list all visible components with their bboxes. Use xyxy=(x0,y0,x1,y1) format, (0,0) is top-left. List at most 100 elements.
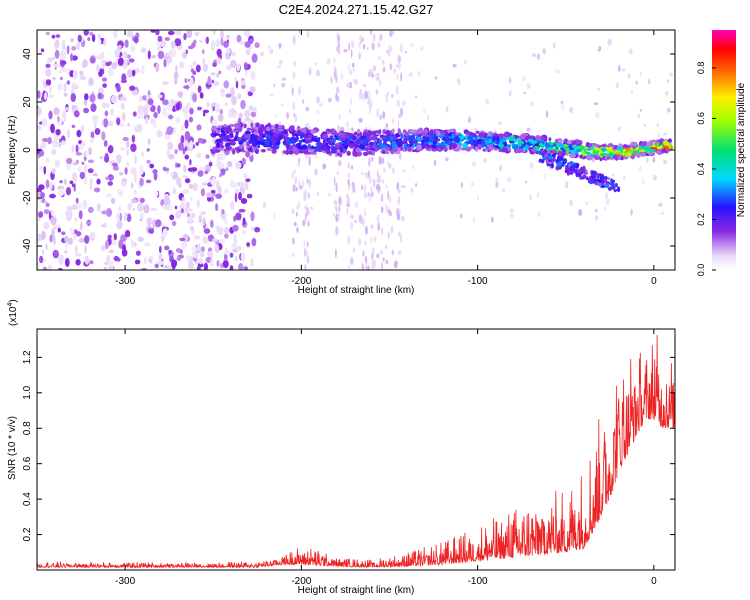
heatmap-noise-cell xyxy=(108,265,114,270)
heatmap-faint-cell xyxy=(524,180,528,184)
heatmap-faint-cell xyxy=(391,93,394,98)
heatmap-streak-cell xyxy=(333,57,336,64)
heatmap-ridge-cell xyxy=(433,138,440,142)
heatmap-noise-cell xyxy=(220,168,226,173)
heatmap-faint-cell xyxy=(374,74,380,78)
heatmap-ridge-cell xyxy=(451,133,455,139)
heatmap-noise-cell xyxy=(182,174,188,179)
heatmap-noise-cell xyxy=(48,110,53,120)
heatmap-streak-cell xyxy=(397,231,401,237)
heatmap-noise-cell xyxy=(83,164,88,173)
heatmap-ridge-cell xyxy=(211,125,218,131)
heatmap-noise-cell xyxy=(234,192,238,203)
heatmap-streak-cell xyxy=(371,260,375,270)
heatmap-branch-cell xyxy=(577,169,581,173)
heatmap-streak-cell xyxy=(381,179,385,184)
heatmap-noise-cell xyxy=(202,57,206,65)
heatmap-streak-cell xyxy=(302,180,305,187)
heatmap-noise-cell xyxy=(126,30,134,38)
spectrogram-x-axis-label: Height of straight line (km) xyxy=(298,285,415,296)
heatmap-noise-cell xyxy=(130,143,137,152)
heatmap-noise-cell xyxy=(190,212,196,219)
heatmap-ridge-cell xyxy=(478,132,485,138)
heatmap-noise-cell xyxy=(98,39,102,46)
heatmap-faint-cell xyxy=(363,207,367,213)
heatmap-noise-cell xyxy=(197,170,204,177)
heatmap-streak-cell xyxy=(378,155,382,165)
heatmap-noise-cell xyxy=(239,40,245,46)
heatmap-ridge-cell xyxy=(585,151,591,155)
heatmap-noise-cell xyxy=(41,230,46,240)
spectrogram-heatmap xyxy=(37,30,674,270)
heatmap-ridge-cell xyxy=(522,147,527,151)
heatmap-ridge-cell xyxy=(274,123,279,129)
heatmap-noise-cell xyxy=(172,187,176,196)
snr-plot-area xyxy=(37,329,675,570)
heatmap-streak-cell xyxy=(291,87,294,96)
heatmap-streak-cell xyxy=(294,115,298,123)
heatmap-noise-cell xyxy=(211,40,215,50)
heatmap-ridge-cell xyxy=(244,130,252,135)
heatmap-ridge-cell xyxy=(586,155,593,161)
heatmap-ridge-cell xyxy=(255,140,262,145)
heatmap-noise-cell xyxy=(121,178,128,182)
heatmap-noise-cell xyxy=(97,87,104,95)
heatmap-noise-cell xyxy=(245,150,251,158)
heatmap-noise-cell xyxy=(251,226,255,231)
heatmap-noise-cell xyxy=(74,244,78,254)
heatmap-noise-cell xyxy=(195,141,200,146)
heatmap-ridge-cell xyxy=(271,149,277,154)
heatmap-noise-cell xyxy=(37,90,41,99)
heatmap-noise-cell xyxy=(132,199,137,204)
heatmap-ridge-cell xyxy=(275,144,280,149)
heatmap-noise-cell xyxy=(159,40,167,48)
heatmap-noise-cell xyxy=(50,209,55,217)
heatmap-ridge-cell xyxy=(585,142,590,147)
heatmap-ridge-cell xyxy=(254,146,258,150)
heatmap-ridge-cell xyxy=(636,149,640,155)
heatmap-faint-cell xyxy=(561,103,565,111)
heatmap-noise-cell xyxy=(116,84,121,93)
heatmap-noise-cell xyxy=(155,219,162,228)
heatmap-faint-cell xyxy=(459,213,463,219)
heatmap-faint-cell xyxy=(402,100,406,107)
heatmap-faint-cell xyxy=(663,132,668,136)
heatmap-noise-cell xyxy=(217,185,222,194)
heatmap-noise-cell xyxy=(196,243,201,251)
heatmap-ridge-cell xyxy=(213,133,221,136)
heatmap-ridge-cell xyxy=(497,133,504,139)
heatmap-noise-cell xyxy=(130,167,138,175)
heatmap-noise-cell xyxy=(89,137,95,144)
heatmap-ridge-cell xyxy=(512,143,517,150)
heatmap-noise-cell xyxy=(37,233,40,243)
heatmap-noise-cell xyxy=(251,53,258,63)
heatmap-branch-cell xyxy=(606,184,610,189)
heatmap-noise-cell xyxy=(133,173,137,183)
heatmap-noise-cell xyxy=(37,262,40,270)
heatmap-noise-cell xyxy=(211,79,214,84)
heatmap-noise-cell xyxy=(170,172,174,177)
heatmap-streak-cell xyxy=(302,219,306,227)
heatmap-noise-cell xyxy=(192,70,196,76)
heatmap-ridge-cell xyxy=(624,144,628,148)
heatmap-noise-cell xyxy=(72,69,78,79)
heatmap-noise-cell xyxy=(127,69,134,78)
heatmap-branch-cell xyxy=(563,158,568,164)
heatmap-faint-cell xyxy=(305,106,310,112)
heatmap-streak-cell xyxy=(387,91,390,97)
heatmap-streak-cell xyxy=(371,72,374,78)
heatmap-noise-cell xyxy=(145,116,149,125)
heatmap-noise-cell xyxy=(38,184,45,191)
heatmap-faint-cell xyxy=(347,162,351,169)
heatmap-noise-cell xyxy=(141,267,147,270)
heatmap-noise-cell xyxy=(206,192,213,198)
heatmap-noise-cell xyxy=(124,39,129,48)
heatmap-ridge-cell xyxy=(600,152,605,157)
heatmap-faint-cell xyxy=(367,90,371,98)
heatmap-streak-cell xyxy=(347,265,350,270)
heatmap-noise-cell xyxy=(139,94,143,103)
heatmap-streak-cell xyxy=(302,98,305,105)
heatmap-faint-cell xyxy=(281,82,286,88)
heatmap-streak-cell xyxy=(372,34,376,40)
heatmap-faint-cell xyxy=(660,212,665,215)
